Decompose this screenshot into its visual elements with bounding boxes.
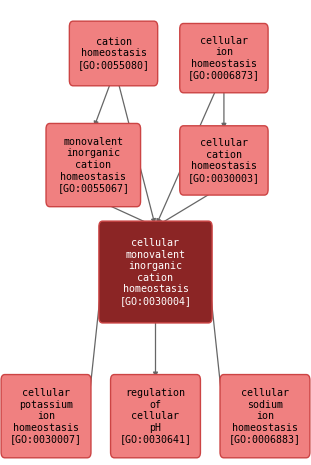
Text: cellular
sodium
ion
homeostasis
[GO:0006883]: cellular sodium ion homeostasis [GO:0006… — [229, 388, 301, 445]
Text: monovalent
inorganic
cation
homeostasis
[GO:0055067]: monovalent inorganic cation homeostasis … — [57, 137, 129, 193]
Text: cation
homeostasis
[GO:0055080]: cation homeostasis [GO:0055080] — [77, 37, 150, 70]
FancyBboxPatch shape — [99, 221, 212, 323]
FancyBboxPatch shape — [180, 24, 268, 93]
FancyBboxPatch shape — [111, 375, 201, 458]
Text: cellular
ion
homeostasis
[GO:0006873]: cellular ion homeostasis [GO:0006873] — [188, 36, 260, 80]
Text: cellular
monovalent
inorganic
cation
homeostasis
[GO:0030004]: cellular monovalent inorganic cation hom… — [119, 238, 192, 306]
FancyBboxPatch shape — [220, 375, 310, 458]
FancyBboxPatch shape — [180, 126, 268, 195]
FancyBboxPatch shape — [46, 124, 141, 207]
FancyBboxPatch shape — [69, 21, 158, 86]
Text: cellular
cation
homeostasis
[GO:0030003]: cellular cation homeostasis [GO:0030003] — [188, 138, 260, 183]
Text: cellular
potassium
ion
homeostasis
[GO:0030007]: cellular potassium ion homeostasis [GO:0… — [10, 388, 82, 445]
FancyBboxPatch shape — [1, 375, 91, 458]
Text: regulation
of
cellular
pH
[GO:0030641]: regulation of cellular pH [GO:0030641] — [119, 388, 192, 445]
